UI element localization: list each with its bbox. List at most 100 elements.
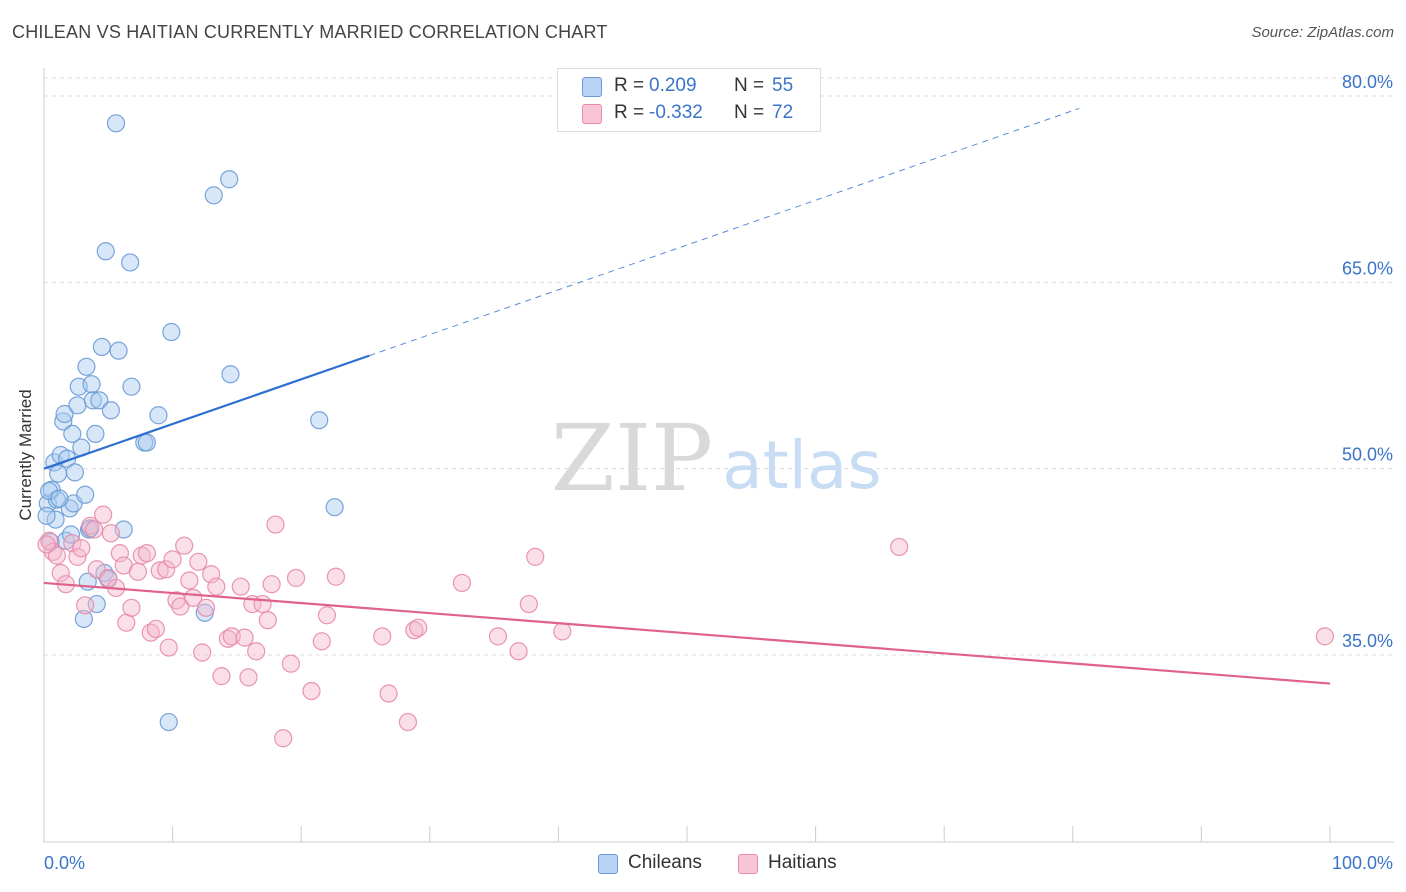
- haitian-point: [101, 524, 120, 543]
- haitian-point: [258, 611, 277, 630]
- y-tick-label: 50.0%: [1342, 445, 1393, 465]
- haitian-point: [274, 729, 293, 748]
- chilean-point: [325, 498, 344, 517]
- chilean-point: [220, 170, 239, 189]
- bottom-legend-label: Chileans: [628, 852, 702, 873]
- legend-r-value: -0.332: [649, 102, 703, 123]
- x-tick-label: 0.0%: [44, 853, 85, 873]
- haitian-point: [128, 562, 147, 581]
- haitian-point: [175, 536, 194, 555]
- chilean-point: [46, 510, 65, 529]
- haitian-point: [235, 628, 254, 647]
- chilean-point: [63, 424, 82, 443]
- legend-swatch-blue: [582, 77, 602, 97]
- legend-r-value: 0.209: [649, 75, 697, 96]
- axis-layer: [43, 68, 1394, 843]
- haitian-point: [94, 505, 113, 524]
- haitian-point: [157, 560, 176, 579]
- watermark-atlas: atlas: [722, 427, 882, 504]
- chilean-point: [159, 712, 178, 732]
- haitian-point: [286, 568, 306, 588]
- watermark: ZIP atlas: [551, 405, 882, 512]
- haitian-point: [266, 515, 285, 534]
- chilean-point: [86, 424, 105, 443]
- chilean-point: [54, 412, 73, 431]
- points-layer: [37, 114, 1334, 748]
- legend-n-value: 55: [772, 75, 794, 96]
- haitian-point: [409, 618, 428, 637]
- chilean-point: [92, 337, 111, 357]
- haitian-point: [51, 563, 70, 583]
- legend-n-label: N =: [734, 75, 765, 96]
- haitian-point: [373, 627, 392, 646]
- haitian-point: [239, 668, 258, 687]
- y-tick-label: 35.0%: [1342, 631, 1393, 651]
- chilean-point: [82, 375, 101, 394]
- chilean-point: [149, 406, 168, 425]
- chilean-point: [87, 594, 106, 614]
- chilean-point: [65, 463, 84, 482]
- haitian-point: [553, 622, 572, 641]
- haitian-point: [1315, 627, 1334, 646]
- haitian-point: [509, 642, 528, 661]
- legend-n-value: 72: [772, 102, 794, 123]
- chilean-point: [121, 253, 140, 272]
- chilean-point: [76, 485, 95, 504]
- haitian-point: [180, 571, 199, 590]
- bottom-legend-swatch-pink: [738, 854, 758, 874]
- haitian-point: [452, 573, 472, 593]
- haitian-point: [519, 594, 538, 614]
- haitian-point: [193, 643, 212, 662]
- legend: R = 0.209 N = 55 R = -0.332 N = 72: [557, 68, 821, 132]
- legend-swatch-pink: [582, 104, 602, 124]
- haitian-point: [99, 568, 118, 588]
- haitian-point: [47, 546, 66, 565]
- haitian-point: [488, 627, 508, 646]
- haitian-point: [312, 632, 331, 651]
- chilean-point: [90, 391, 109, 410]
- legend-r-label: R =: [614, 102, 645, 123]
- chilean-point: [137, 433, 156, 452]
- haitian-point: [196, 598, 216, 617]
- haitian-point: [122, 598, 141, 617]
- chart-title: CHILEAN VS HAITIAN CURRENTLY MARRIED COR…: [12, 22, 608, 42]
- haitian-point: [302, 681, 321, 701]
- haitian-point: [317, 606, 337, 625]
- chilean-point: [77, 357, 96, 376]
- haitian-trend-line: [43, 581, 1331, 685]
- chilean-point: [68, 396, 87, 415]
- trend-layer: [43, 107, 1331, 685]
- y-tick-label: 80.0%: [1342, 72, 1393, 92]
- source-label: Source: ZipAtlas.com: [1251, 24, 1394, 41]
- bottom-legend-swatch-blue: [598, 854, 618, 874]
- haitian-point: [72, 539, 91, 558]
- bottom-legend-label: Haitians: [768, 852, 837, 873]
- chilean-point: [162, 322, 181, 342]
- chilean-point: [122, 377, 141, 396]
- watermark-zip: ZIP: [551, 405, 713, 512]
- chilean-point: [221, 365, 240, 384]
- chilean-point: [37, 506, 56, 525]
- chilean-trend-line: [43, 354, 370, 470]
- grid-layer: [44, 77, 1394, 656]
- chilean-point: [40, 481, 59, 501]
- haitian-point: [326, 567, 346, 586]
- haitian-point: [890, 537, 909, 557]
- chilean-point: [83, 391, 102, 410]
- haitian-point: [150, 561, 169, 580]
- haitian-point: [231, 577, 250, 596]
- labels-layer: 35.0% 50.0% 65.0% 80.0% 0.0% 100.0%: [44, 72, 1393, 873]
- x-tick-label: 100.0%: [1332, 853, 1393, 873]
- haitian-point: [37, 535, 56, 554]
- haitian-point: [171, 597, 190, 616]
- chilean-point: [55, 404, 74, 424]
- haitian-point: [207, 577, 226, 596]
- chilean-point: [50, 489, 69, 508]
- haitian-point: [137, 544, 156, 563]
- chilean-point: [74, 609, 93, 629]
- haitian-point: [222, 627, 241, 646]
- haitian-point: [281, 654, 301, 673]
- legend-n-label: N =: [734, 102, 765, 123]
- haitian-point: [76, 596, 95, 615]
